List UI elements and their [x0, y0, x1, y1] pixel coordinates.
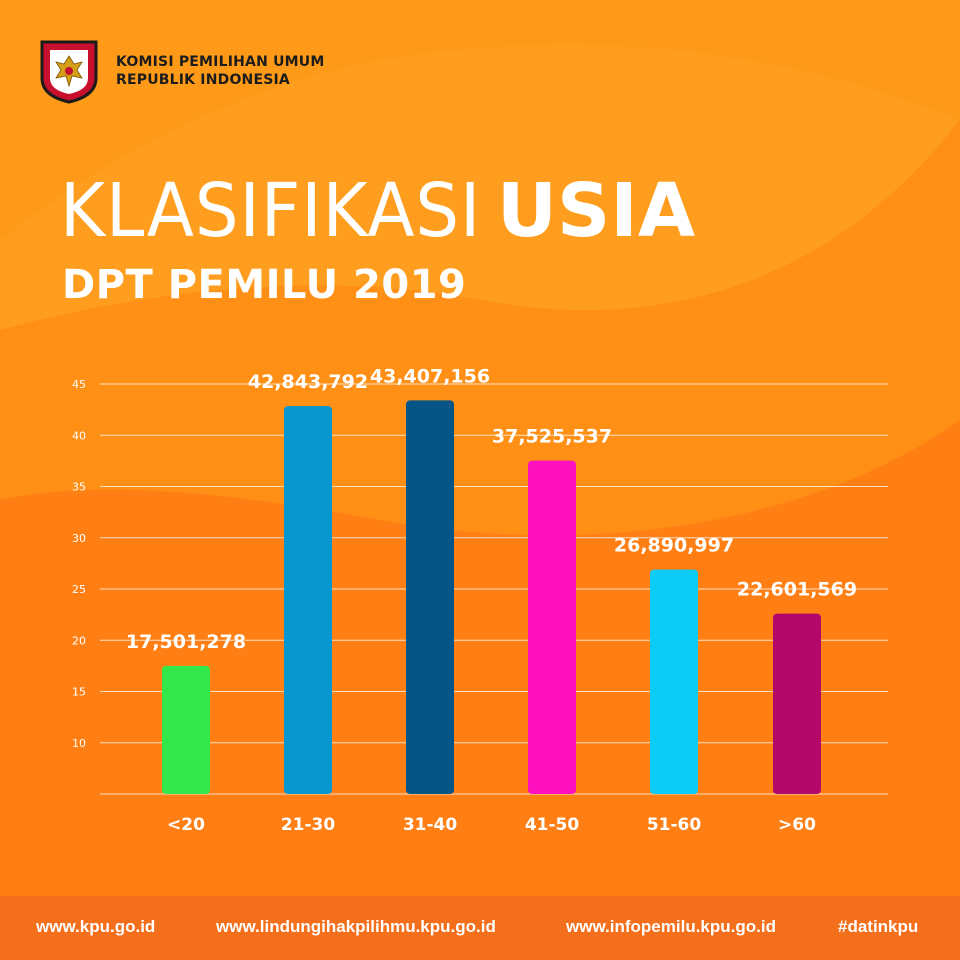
title-light: KLASIFIKASI [60, 168, 482, 254]
x-tick-label: 31-40 [403, 815, 458, 835]
bar-6 [773, 613, 821, 794]
footer: www.kpu.go.id www.lindungihakpilihmu.kpu… [0, 896, 960, 960]
bar-chart: 10 15 20 25 30 35 40 45 17,501,278 <20 42,843,792 2… [72, 365, 888, 835]
x-tick-label: 41-50 [525, 815, 580, 835]
x-tick-label: >60 [778, 815, 816, 835]
data-label: 17,501,278 [126, 631, 246, 653]
org-line-2: REPUBLIK INDONESIA [116, 72, 290, 88]
y-tick-label: 45 [72, 378, 86, 391]
bar-3 [406, 400, 454, 794]
title: KLASIFIKASI USIA [60, 168, 695, 254]
y-tick-label: 10 [72, 737, 86, 750]
header: KOMISI PEMILIHAN UMUM REPUBLIK INDONESIA [36, 38, 324, 104]
x-tick-label: <20 [167, 815, 205, 835]
data-label: 43,407,156 [370, 365, 490, 387]
data-label: 26,890,997 [614, 535, 734, 557]
data-label: 42,843,792 [248, 371, 368, 393]
x-tick-label: 21-30 [281, 815, 336, 835]
footer-link-kpu[interactable]: www.kpu.go.id [36, 917, 156, 936]
data-label: 22,601,569 [737, 579, 857, 601]
org-line-1: KOMISI PEMILIHAN UMUM [116, 54, 325, 70]
y-tick-label: 15 [72, 686, 86, 699]
y-tick-label: 25 [72, 583, 86, 596]
y-tick-label: 35 [72, 481, 86, 494]
footer-link-infopemilu[interactable]: www.infopemilu.kpu.go.id [566, 917, 776, 936]
footer-hashtag: #datinkpu [838, 917, 919, 936]
y-tick-label: 20 [72, 634, 86, 647]
x-tick-label: 51-60 [647, 815, 702, 835]
bar-4 [528, 460, 576, 794]
kpu-logo [40, 40, 98, 104]
footer-link-lindungihakpilihmu[interactable]: www.lindungihakpilihmu.kpu.go.id [216, 917, 496, 936]
data-label: 37,525,537 [492, 426, 612, 448]
bar-2 [284, 406, 332, 794]
y-tick-label: 30 [72, 532, 86, 545]
y-tick-label: 40 [72, 429, 86, 442]
bar-1 [162, 665, 210, 794]
title-bold: USIA [496, 168, 696, 254]
subtitle: DPT PEMILU 2019 [62, 262, 467, 308]
bar-5 [650, 569, 698, 794]
organization-name: KOMISI PEMILIHAN UMUM REPUBLIK INDONESIA [116, 53, 324, 89]
